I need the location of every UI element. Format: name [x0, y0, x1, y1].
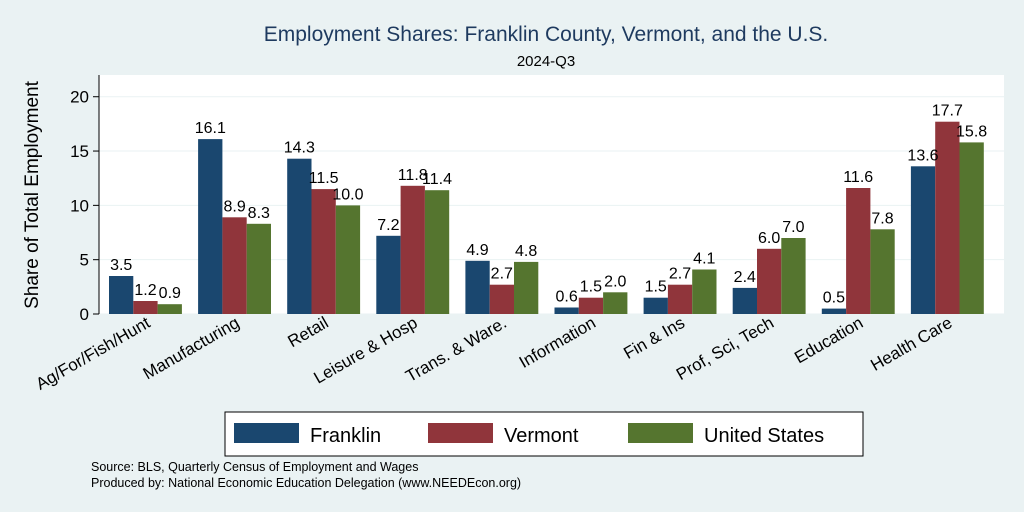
data-label-vermont-manufacturing: 8.9 [223, 198, 245, 215]
bar-vermont-information [578, 297, 604, 314]
data-label-vermont-trans-ware: 2.7 [491, 266, 513, 283]
bar-united-states-health-care [959, 142, 984, 314]
y-tick-label-10: 10 [70, 196, 89, 215]
data-label-united-states-prof-sci-tech: 7.0 [782, 219, 804, 236]
bar-vermont-manufacturing [222, 217, 247, 314]
y-tick-label-0: 0 [80, 305, 89, 324]
bar-united-states-education [870, 229, 895, 314]
bar-vermont-retail [311, 189, 336, 314]
legend-swatch-vermont [428, 423, 493, 443]
bars [109, 121, 984, 314]
y-tick-label-20: 20 [70, 88, 89, 107]
data-label-vermont-health-care: 17.7 [932, 103, 963, 120]
data-label-franklin-leisure-hosp: 7.2 [377, 217, 399, 234]
y-axis-ticks: 0 5 10 15 20 [70, 88, 99, 324]
data-label-united-states-leisure-hosp: 11.4 [422, 171, 452, 188]
data-labels: 3.51.2 0.916.18.9 8.314.311.510.07.211.811… [110, 103, 987, 307]
bar-vermont-leisure-hosp [400, 185, 425, 314]
bar-franklin-fin-ins [643, 297, 668, 314]
data-label-united-states-retail: 10.0 [332, 186, 363, 203]
data-label-united-states-health-care: 15.8 [956, 123, 987, 140]
data-label-franklin-manufacturing: 16.1 [195, 120, 226, 137]
source-note: Source: BLS, Quarterly Census of Employm… [91, 460, 418, 474]
bar-franklin-leisure-hosp [376, 235, 401, 314]
chart-subtitle: 2024-Q3 [517, 53, 575, 70]
data-label-franklin-information: 0.6 [555, 289, 577, 306]
data-label-vermont-leisure-hosp: 11.8 [398, 167, 428, 184]
legend: Franklin Vermont United States [224, 411, 864, 457]
bar-united-states-trans-ware [514, 261, 539, 314]
data-label-vermont-ag-for-fish-hunt: 1.2 [134, 282, 156, 299]
bar-united-states-fin-ins [692, 269, 717, 314]
y-axis-label: Share of Total Employment [22, 80, 43, 308]
legend-label-united-states: United States [704, 425, 824, 447]
bar-franklin-health-care [910, 166, 936, 314]
data-label-vermont-retail: 11.5 [309, 170, 339, 187]
bar-franklin-trans-ware [465, 260, 490, 314]
data-label-franklin-trans-ware: 4.9 [466, 242, 488, 259]
legend-box [224, 411, 864, 457]
bar-vermont-fin-ins [667, 284, 693, 314]
data-label-united-states-fin-ins: 4.1 [693, 251, 715, 268]
bar-united-states-leisure-hosp [424, 190, 450, 314]
data-label-vermont-fin-ins: 2.7 [669, 266, 691, 283]
bar-vermont-ag-for-fish-hunt [133, 301, 158, 314]
bar-franklin-information [554, 307, 579, 314]
bar-vermont-education [846, 188, 871, 314]
bar-united-states-prof-sci-tech [781, 238, 806, 314]
data-label-franklin-education: 0.5 [823, 290, 845, 307]
bar-vermont-trans-ware [489, 284, 514, 314]
data-label-united-states-manufacturing: 8.3 [248, 205, 270, 222]
bar-franklin-ag-for-fish-hunt [109, 276, 134, 314]
data-label-franklin-retail: 14.3 [284, 140, 315, 157]
data-label-franklin-prof-sci-tech: 2.4 [734, 269, 756, 286]
data-label-franklin-fin-ins: 1.5 [645, 279, 667, 296]
bar-franklin-education [821, 308, 847, 314]
bar-franklin-retail [287, 158, 312, 314]
legend-swatch-united-states [628, 423, 693, 443]
bar-vermont-prof-sci-tech [757, 248, 782, 314]
legend-label-vermont: Vermont [504, 425, 579, 447]
bar-vermont-health-care [935, 121, 960, 314]
chart-title: Employment Shares: Franklin County, Verm… [264, 23, 829, 46]
bar-united-states-information [603, 292, 628, 314]
data-label-united-states-trans-ware: 4.8 [515, 243, 537, 260]
bar-united-states-ag-for-fish-hunt [157, 304, 182, 314]
data-label-united-states-education: 7.8 [871, 210, 893, 227]
bar-united-states-manufacturing [246, 223, 271, 314]
y-tick-label-5: 5 [80, 251, 89, 270]
data-label-united-states-ag-for-fish-hunt: 0.9 [159, 285, 181, 302]
data-label-franklin-health-care: 13.6 [907, 147, 938, 164]
y-tick-label-15: 15 [70, 142, 89, 161]
data-label-vermont-education: 11.6 [843, 169, 873, 186]
legend-swatch-franklin [234, 423, 299, 443]
data-label-franklin-ag-for-fish-hunt: 3.5 [110, 257, 132, 274]
bar-franklin-prof-sci-tech [732, 287, 757, 314]
data-label-vermont-prof-sci-tech: 6.0 [758, 230, 780, 247]
data-label-united-states-information: 2.0 [604, 273, 626, 290]
legend-label-franklin: Franklin [310, 425, 381, 447]
bar-united-states-retail [335, 205, 361, 314]
producer-note: Produced by: National Economic Education… [91, 476, 521, 490]
bar-franklin-manufacturing [198, 139, 223, 314]
data-label-vermont-information: 1.5 [580, 279, 602, 296]
